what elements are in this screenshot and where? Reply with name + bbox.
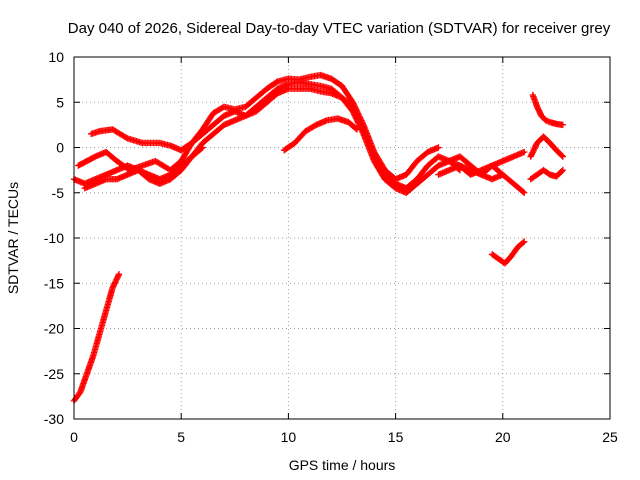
series-track-12 — [527, 166, 567, 183]
axis-ticks: 0 5 10 15 20 25 10 5 0 -5 -10 -15 -20 -25 -30 — [44, 49, 618, 445]
data-points — [70, 71, 567, 405]
data-point — [559, 153, 567, 160]
data-point — [353, 126, 361, 133]
series-track-1 — [70, 271, 123, 405]
y-tick-label: -5 — [52, 185, 65, 201]
series-track-5 — [81, 144, 206, 192]
data-point — [521, 238, 528, 245]
data-point — [519, 188, 527, 195]
data-point — [352, 115, 360, 122]
data-point — [198, 145, 205, 152]
series-track-11 — [527, 133, 567, 160]
series-track-10 — [529, 91, 567, 129]
grid — [74, 57, 610, 419]
y-tick-label: 10 — [48, 49, 64, 65]
x-tick-label: 25 — [602, 429, 618, 445]
y-axis-label: SDTVAR / TECUs — [5, 182, 21, 294]
data-point — [435, 144, 442, 151]
series-track-8 — [435, 148, 528, 178]
data-point — [354, 119, 362, 126]
x-tick-label: 15 — [388, 429, 404, 445]
series-track-9 — [488, 238, 528, 267]
data-point — [355, 120, 362, 128]
y-tick-label: -10 — [44, 230, 64, 246]
y-tick-label: 5 — [56, 94, 64, 110]
data-point — [115, 271, 123, 278]
data-point — [351, 112, 358, 119]
data-point — [350, 110, 358, 118]
data-point — [350, 109, 357, 116]
data-point — [354, 117, 361, 125]
x-tick-label: 20 — [495, 429, 511, 445]
data-point — [359, 129, 366, 136]
data-point — [123, 134, 130, 141]
y-tick-label: -30 — [44, 411, 64, 427]
data-point — [521, 189, 528, 196]
data-point — [559, 166, 567, 174]
plot-frame — [73, 56, 611, 420]
y-tick-label: -15 — [44, 275, 64, 291]
chart-title: Day 040 of 2026, Sidereal Day-to-day VTE… — [68, 20, 611, 37]
y-tick-label: -20 — [44, 321, 64, 337]
y-tick-label: -25 — [44, 366, 64, 382]
data-point — [352, 125, 360, 132]
data-point — [353, 116, 360, 123]
x-tick-label: 5 — [177, 429, 185, 445]
data-point — [349, 108, 356, 115]
y-tick-label: 0 — [56, 140, 64, 156]
data-point — [358, 127, 366, 135]
data-point — [356, 122, 363, 129]
data-point — [199, 144, 206, 151]
data-point — [521, 148, 528, 156]
data-point — [352, 113, 359, 121]
series-track-6 — [280, 115, 361, 154]
data-point — [558, 152, 565, 159]
x-tick-label: 0 — [70, 429, 78, 445]
x-tick-label: 10 — [281, 429, 297, 445]
data-point — [519, 239, 527, 246]
data-point — [558, 167, 565, 175]
data-point — [559, 121, 567, 129]
x-axis-label: GPS time / hours — [289, 457, 396, 473]
